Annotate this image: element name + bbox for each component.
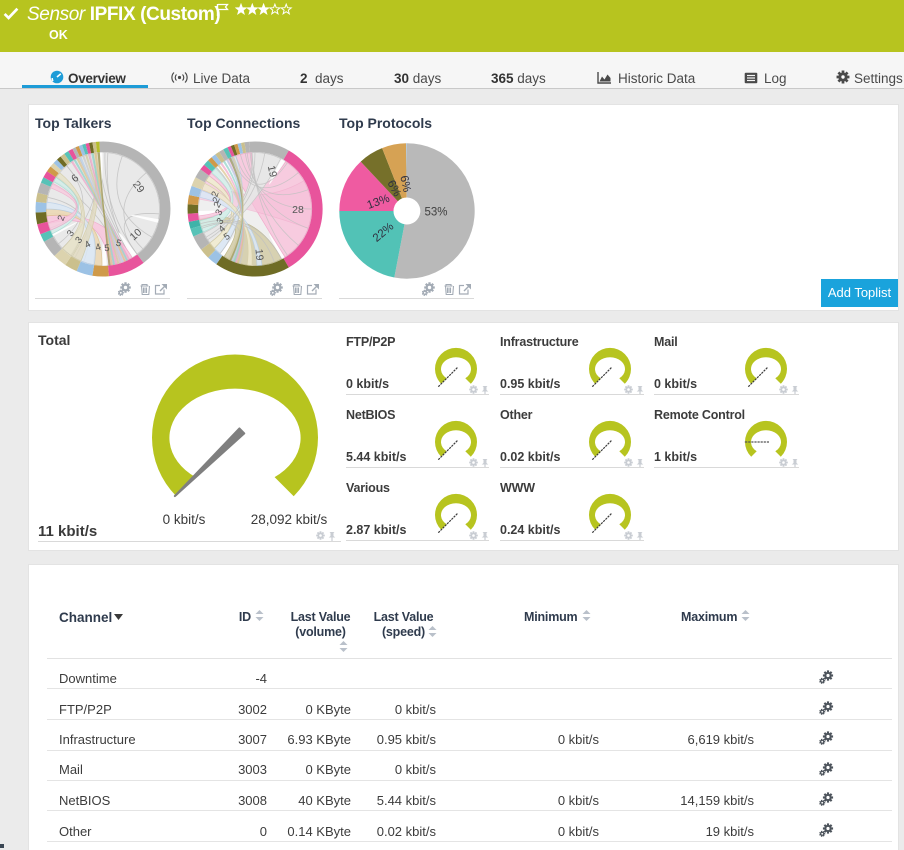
- svg-text:19: 19: [265, 164, 279, 178]
- svg-text:3: 3: [215, 216, 227, 227]
- svg-text:19: 19: [253, 248, 266, 261]
- svg-text:28: 28: [292, 204, 304, 216]
- svg-text:3: 3: [213, 208, 225, 218]
- svg-text:5: 5: [104, 243, 110, 254]
- svg-text:4: 4: [217, 223, 228, 235]
- svg-text:5: 5: [115, 238, 123, 250]
- svg-text:2: 2: [210, 190, 222, 198]
- svg-text:2: 2: [211, 196, 223, 205]
- svg-text:3: 3: [65, 228, 77, 239]
- svg-text:4: 4: [83, 239, 93, 251]
- svg-text:4: 4: [94, 242, 102, 254]
- svg-text:2: 2: [212, 200, 224, 210]
- svg-text:2: 2: [56, 214, 68, 223]
- svg-text:6%: 6%: [397, 174, 412, 193]
- svg-text:53%: 53%: [424, 207, 447, 219]
- svg-text:3: 3: [73, 235, 85, 246]
- svg-text:5: 5: [222, 231, 233, 243]
